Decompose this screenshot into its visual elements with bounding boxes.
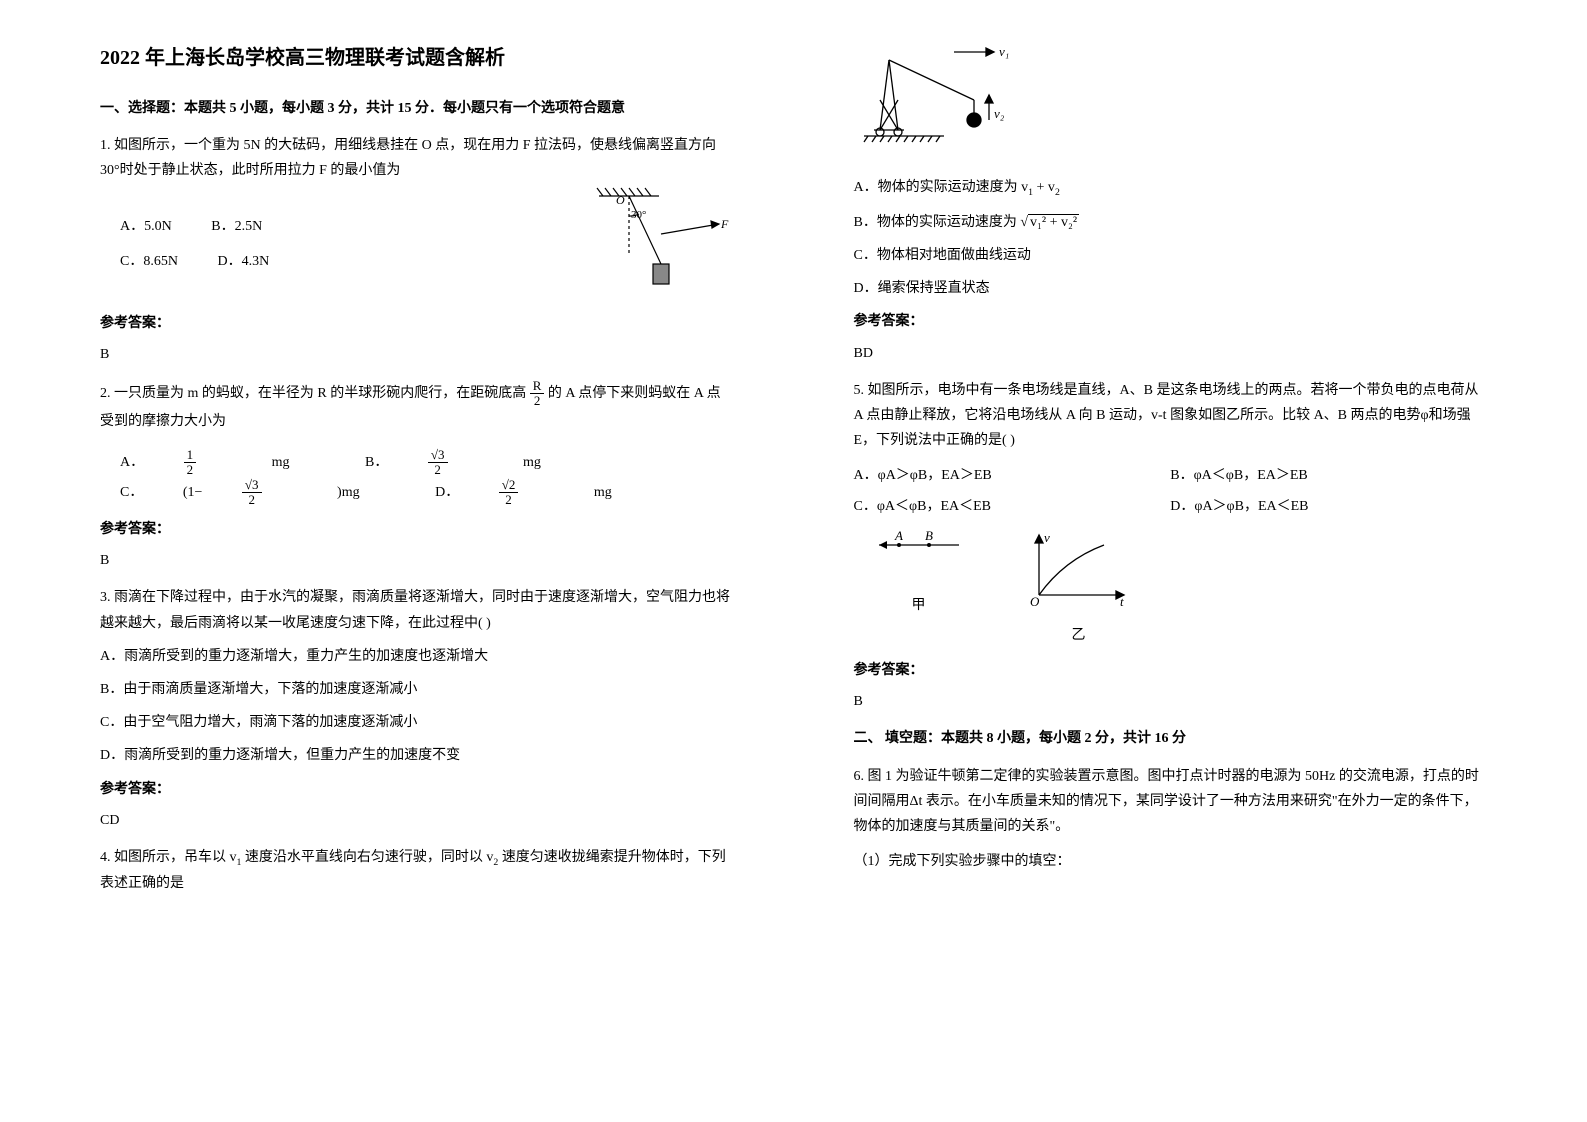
q5-figures: A B 甲 v O t 乙 bbox=[874, 530, 1488, 648]
svg-text:v: v bbox=[1044, 530, 1050, 545]
q5-fig-jia: A B 甲 bbox=[874, 530, 964, 648]
svg-text:B: B bbox=[925, 530, 933, 543]
q4-figure: v₁ v₂ bbox=[854, 40, 1488, 159]
q4-opt-d: D．绳索保持竖直状态 bbox=[854, 276, 1488, 301]
q2-frac-R2: R 2 bbox=[530, 379, 545, 409]
q1-fig-label-f: F bbox=[720, 217, 729, 231]
q3-ans: CD bbox=[100, 808, 734, 833]
q3-opt-c: C．由于空气阻力增大，雨滴下落的加速度逐渐减小 bbox=[100, 710, 734, 735]
q5-opt-a: A．φA＞φB，EA＞EB bbox=[854, 463, 1171, 488]
q4-ans: BD bbox=[854, 341, 1488, 366]
q2-stem: 2. 一只质量为 m 的蚂蚁，在半径为 R 的半球形碗内爬行，在距碗底高 R 2… bbox=[100, 379, 734, 434]
q4-opt-a: A．物体的实际运动速度为 v1 + v2 bbox=[854, 175, 1488, 201]
q5-opt-b: B．φA＜φB，EA＞EB bbox=[1170, 463, 1487, 488]
q2-opt-c: C． (1− √32 )mg bbox=[120, 478, 396, 508]
q4-fig-v1: v₁ bbox=[999, 44, 1009, 59]
q1-opt-b: B．2.5N bbox=[211, 214, 262, 239]
q5-opt-c: C．φA＜φB，EA＜EB bbox=[854, 494, 1171, 519]
q6-stem: 6. 图 1 为验证牛顿第二定律的实验装置示意图。图中打点计时器的电源为 50H… bbox=[854, 764, 1488, 840]
section-2-header: 二、 填空题：本题共 8 小题，每小题 2 分，共计 16 分 bbox=[854, 726, 1488, 751]
left-column: 2022 年上海长岛学校高三物理联考试题含解析 一、选择题：本题共 5 小题，每… bbox=[0, 0, 794, 1122]
svg-text:t: t bbox=[1120, 594, 1124, 609]
q5-stem: 5. 如图所示，电场中有一条电场线是直线，A、B 是这条电场线上的两点。若将一个… bbox=[854, 378, 1488, 454]
q1-opt-d: D．4.3N bbox=[217, 249, 269, 274]
question-4-stem: 4. 如图所示，吊车以 v1 速度沿水平直线向右匀速行驶，同时以 v2 速度匀速… bbox=[100, 845, 734, 897]
q3-ans-label: 参考答案： bbox=[100, 777, 734, 802]
question-2: 2. 一只质量为 m 的蚂蚁，在半径为 R 的半球形碗内爬行，在距碗底高 R 2… bbox=[100, 379, 734, 573]
section-1-header: 一、选择题：本题共 5 小题，每小题 3 分，共计 15 分．每小题只有一个选项… bbox=[100, 96, 734, 121]
q2-opt-d: D． √22 mg bbox=[435, 478, 648, 508]
q6-sub1: （1）完成下列实验步骤中的填空： bbox=[854, 849, 1488, 874]
q1-fig-angle: 30° bbox=[631, 209, 646, 221]
q2-ans-label: 参考答案： bbox=[100, 517, 734, 542]
q5-fig-yi: v O t 乙 bbox=[1024, 530, 1134, 648]
q2-opt-b: B． √32 mg bbox=[365, 448, 577, 478]
q2-ans: B bbox=[100, 548, 734, 573]
q3-opt-d: D．雨滴所受到的重力逐渐增大，但重力产生的加速度不变 bbox=[100, 743, 734, 768]
svg-text:A: A bbox=[894, 530, 903, 543]
q1-opt-c: C．8.65N bbox=[120, 249, 178, 274]
q3-opt-b: B．由于雨滴质量逐渐增大，下落的加速度逐渐减小 bbox=[100, 677, 734, 702]
q4-opt-b: B．物体的实际运动速度为 √v₁² + v₂² bbox=[854, 210, 1488, 235]
q1-ans: B bbox=[100, 342, 734, 367]
q1-opt-a: A．5.0N bbox=[120, 214, 172, 239]
q5-ans: B bbox=[854, 689, 1488, 714]
q1-fig-label-o: O bbox=[616, 193, 625, 207]
q5-opt-d: D．φA＞φB，EA＜EB bbox=[1170, 494, 1487, 519]
q4-ans-label: 参考答案： bbox=[854, 309, 1488, 334]
question-3: 3. 雨滴在下降过程中，由于水汽的凝聚，雨滴质量将逐渐增大，同时由于速度逐渐增大… bbox=[100, 585, 734, 833]
question-6: 6. 图 1 为验证牛顿第二定律的实验装置示意图。图中打点计时器的电源为 50H… bbox=[854, 764, 1488, 875]
q1-stem: 1. 如图所示，一个重为 5N 的大砝码，用细线悬挂在 O 点，现在用力 F 拉… bbox=[100, 133, 734, 183]
question-5: 5. 如图所示，电场中有一条电场线是直线，A、B 是这条电场线上的两点。若将一个… bbox=[854, 378, 1488, 715]
q4-opt-c: C．物体相对地面做曲线运动 bbox=[854, 243, 1488, 268]
q2-opt-a: A． 12 mg bbox=[120, 448, 326, 478]
q2-stem-a: 2. 一只质量为 m 的蚂蚁，在半径为 R 的半球形碗内爬行，在距碗底高 bbox=[100, 386, 530, 401]
question-1: 1. 如图所示，一个重为 5N 的大砝码，用细线悬挂在 O 点，现在用力 F 拉… bbox=[100, 133, 734, 367]
q1-ans-label: 参考答案： bbox=[100, 311, 734, 336]
q1-figure: O 30° F bbox=[574, 184, 734, 303]
svg-text:O: O bbox=[1030, 594, 1040, 609]
right-column: v₁ v₂ A．物体的实际运动速度为 v1 + v2 B．物体的实际运动速度为 … bbox=[794, 0, 1587, 1122]
page-title: 2022 年上海长岛学校高三物理联考试题含解析 bbox=[100, 40, 734, 76]
q4-fig-v2: v₂ bbox=[994, 106, 1005, 121]
q5-ans-label: 参考答案： bbox=[854, 658, 1488, 683]
q3-opt-a: A．雨滴所受到的重力逐渐增大，重力产生的加速度也逐渐增大 bbox=[100, 644, 734, 669]
q3-stem: 3. 雨滴在下降过程中，由于水汽的凝聚，雨滴质量将逐渐增大，同时由于速度逐渐增大… bbox=[100, 585, 734, 635]
